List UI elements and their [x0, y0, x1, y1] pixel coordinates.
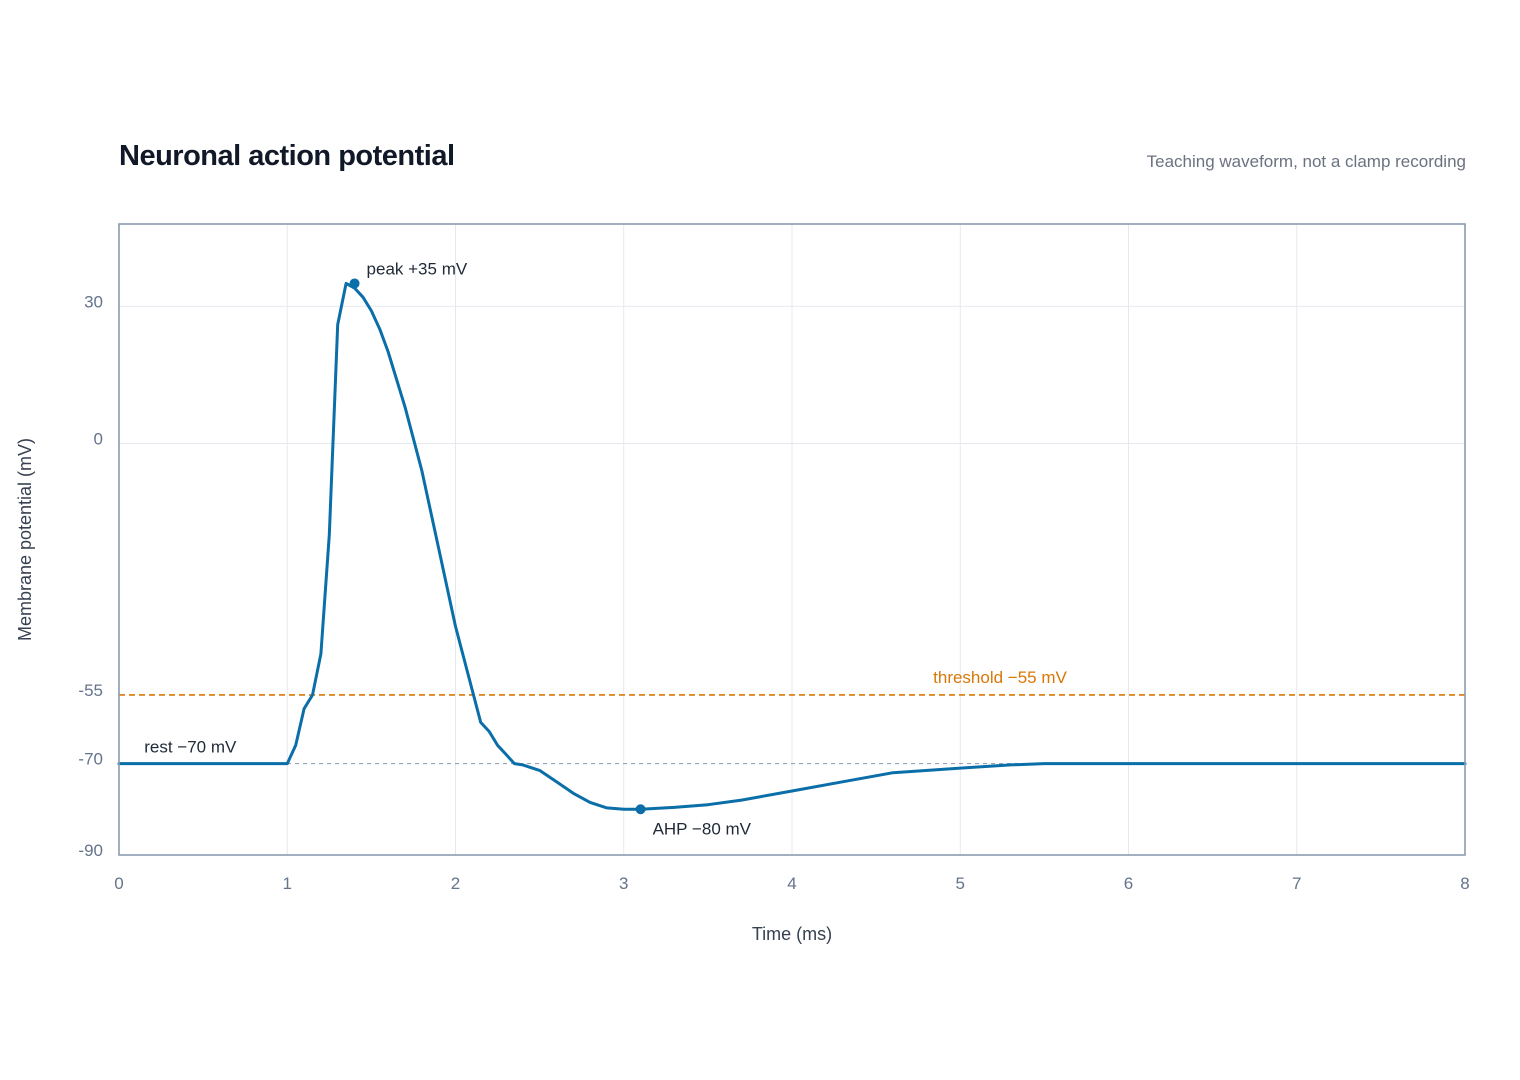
y-tick-label: -90 [78, 841, 103, 860]
membrane-potential-line [117, 281, 1467, 811]
x-axis-label: Time (ms) [752, 924, 832, 944]
x-tick-label: 1 [283, 874, 292, 893]
annotations: peak +35 mV AHP −80 mV rest −70 mV [144, 259, 751, 838]
x-tick-label: 8 [1460, 874, 1469, 893]
y-tick-label: 0 [94, 429, 103, 448]
y-axis-label: Membrane potential (mV) [15, 438, 35, 641]
chart-title: Neuronal action potential [119, 140, 455, 172]
ahp-label: AHP −80 mV [653, 819, 752, 838]
rest-label: rest −70 mV [144, 738, 237, 757]
chart-subtitle: Teaching waveform, not a clamp recording [1146, 152, 1466, 171]
series-layer [117, 281, 1467, 811]
ahp-marker [635, 804, 646, 815]
peak-marker [349, 278, 360, 289]
x-tick-label: 4 [787, 874, 796, 893]
threshold-label: threshold −55 mV [933, 668, 1067, 687]
peak-label: peak +35 mV [367, 259, 468, 278]
y-tick-label: -70 [78, 750, 103, 769]
x-tick-label: 3 [619, 874, 628, 893]
x-tick-label: 2 [451, 874, 460, 893]
tick-labels: 0 1 2 3 4 5 6 7 8 30 0 -55 -70 -90 [78, 292, 1469, 893]
y-tick-label: 30 [84, 292, 103, 311]
x-tick-label: 0 [114, 874, 123, 893]
grid [119, 224, 1465, 855]
x-tick-label: 6 [1124, 874, 1133, 893]
y-tick-label: -55 [78, 681, 103, 700]
x-tick-label: 7 [1292, 874, 1301, 893]
x-tick-label: 5 [956, 874, 965, 893]
plot-frame [118, 223, 1466, 856]
reference-lines: threshold −55 mV [119, 668, 1465, 765]
